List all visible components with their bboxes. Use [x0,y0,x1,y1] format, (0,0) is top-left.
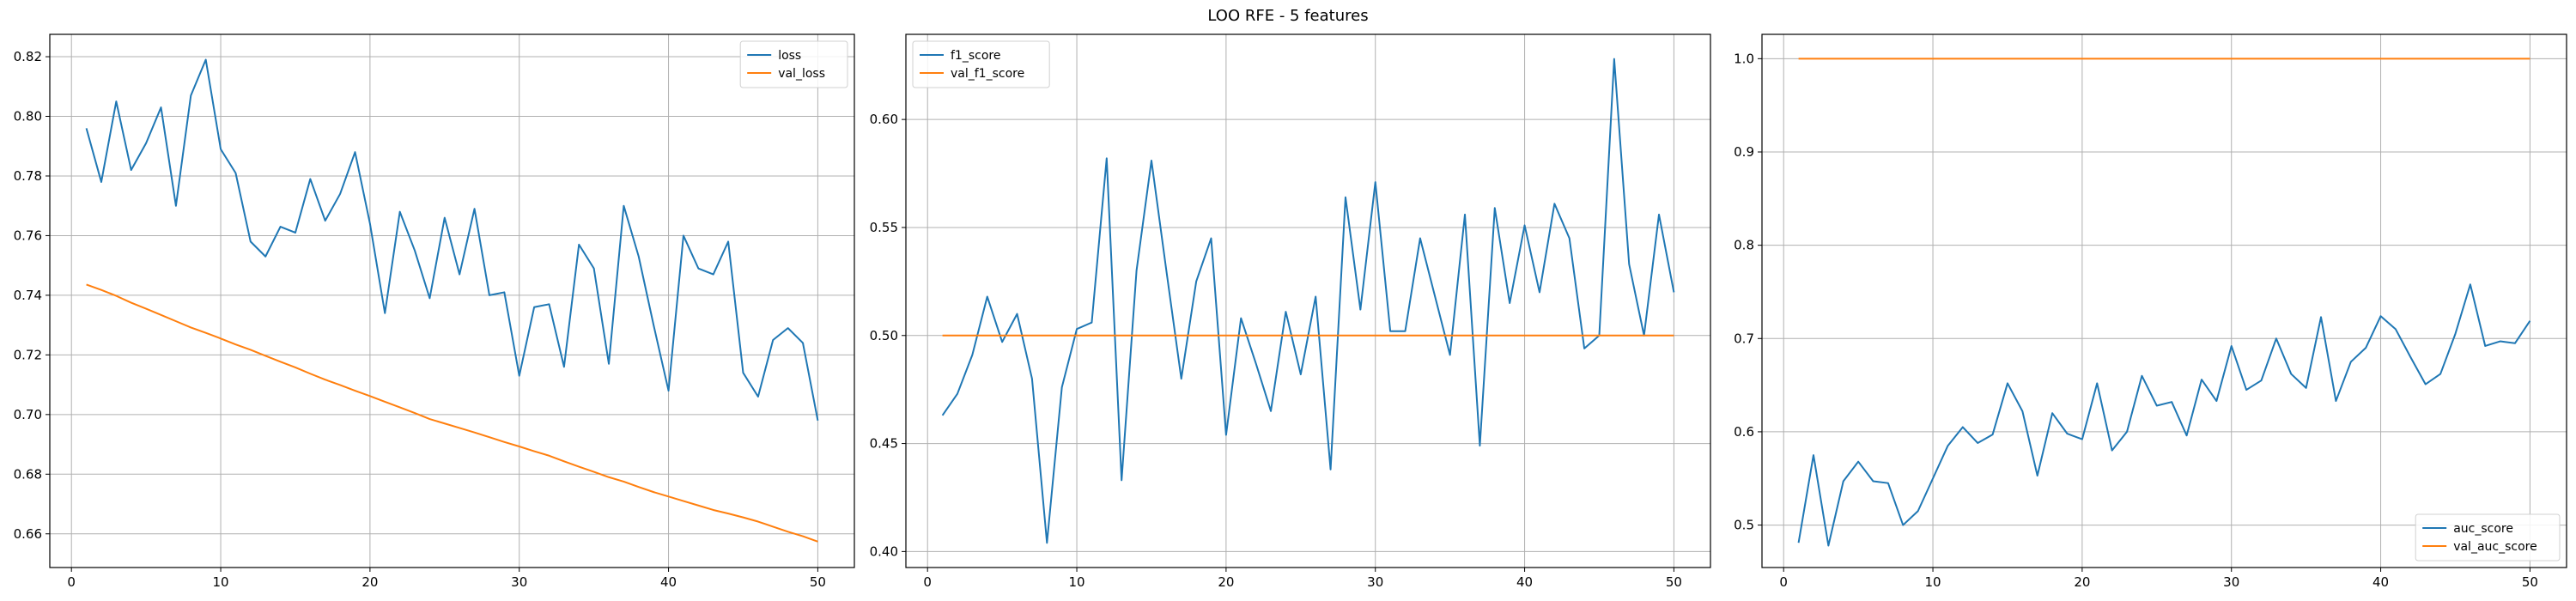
legend-label-val_loss: val_loss [778,67,825,81]
x-tick-label: 10 [213,574,229,590]
chart-panel-3: 0 10 20 30 40 50 0.5 0.6 0.7 0.8 0.9 1.0 auc_scoreva… [1734,33,2567,590]
x-tick-label: 30 [511,574,527,590]
x-tick-label: 0 [1779,574,1788,590]
y-tick-label: 0.7 [1734,331,1754,346]
y-tick-label: 0.55 [870,220,898,235]
y-tick-label: 0.78 [14,168,42,184]
x-tick-label: 0 [923,574,932,590]
legend-box [739,40,848,88]
legend: f1_score val_f1_score [912,40,1050,88]
axes-frame [49,33,855,568]
x-tick-label: 50 [1666,574,1682,590]
x-tick-label: 20 [1218,574,1234,590]
y-tick-label: 0.6 [1734,424,1754,440]
x-tick-label: 10 [1069,574,1085,590]
series-line-f1_score [941,58,1675,544]
legend-box [2415,513,2561,562]
y-tick-label: 1.0 [1734,51,1754,66]
y-tick-label: 0.9 [1734,144,1754,160]
y-tick-label: 0.60 [870,112,898,127]
x-tick-label: 50 [810,574,826,590]
legend: loss val_loss [739,40,848,88]
x-tick-label: 30 [2223,574,2239,590]
y-tick-label: 0.76 [14,228,42,243]
y-tick-label: 0.8 [1734,238,1754,253]
x-tick-label: 40 [660,574,677,590]
legend: auc_score val_auc_score [2415,513,2561,562]
legend-label-f1_score: f1_score [951,49,1000,63]
y-tick-label: 0.82 [14,49,42,64]
x-tick-label: 20 [361,574,378,590]
x-tick-label: 0 [67,574,76,590]
x-tick-label: 40 [2372,574,2389,590]
chart-panel-2: 0 10 20 30 40 50 0.40 0.45 0.50 0.55 0.60 f1_scorev… [870,33,1711,590]
x-tick-label: 50 [2522,574,2538,590]
series-line-auc_score [1797,283,2531,547]
series-line-val_loss [86,283,818,543]
y-tick-label: 0.5 [1734,518,1754,533]
axes-frame [905,33,1711,568]
y-tick-label: 0.72 [14,347,42,362]
y-tick-label: 0.70 [14,407,42,422]
y-tick-label: 0.68 [14,466,42,482]
series-line-loss [85,58,819,421]
y-tick-label: 0.74 [14,288,42,303]
x-tick-label: 30 [1367,574,1383,590]
legend-box [912,40,1050,88]
figure-title: LOO RFE - 5 features [1207,7,1369,25]
axes-frame [1761,33,2567,568]
y-tick-label: 0.80 [14,109,42,124]
legend-label-loss: loss [778,49,801,63]
legend-label-val_f1_score: val_f1_score [951,67,1024,81]
legend-label-auc_score: auc_score [2453,522,2513,536]
x-tick-label: 40 [1516,574,1533,590]
x-tick-label: 20 [2074,574,2090,590]
y-tick-label: 0.45 [870,436,898,452]
y-tick-label: 0.40 [870,543,898,559]
legend-label-val_auc_score: val_auc_score [2453,540,2537,554]
x-tick-label: 10 [1925,574,1941,590]
y-tick-label: 0.66 [14,526,42,542]
chart-panel-1: 0 10 20 30 40 50 0.66 0.68 0.70 0.72 0.74 0.76 0.78 0… [14,33,855,590]
y-tick-label: 0.50 [870,328,898,343]
